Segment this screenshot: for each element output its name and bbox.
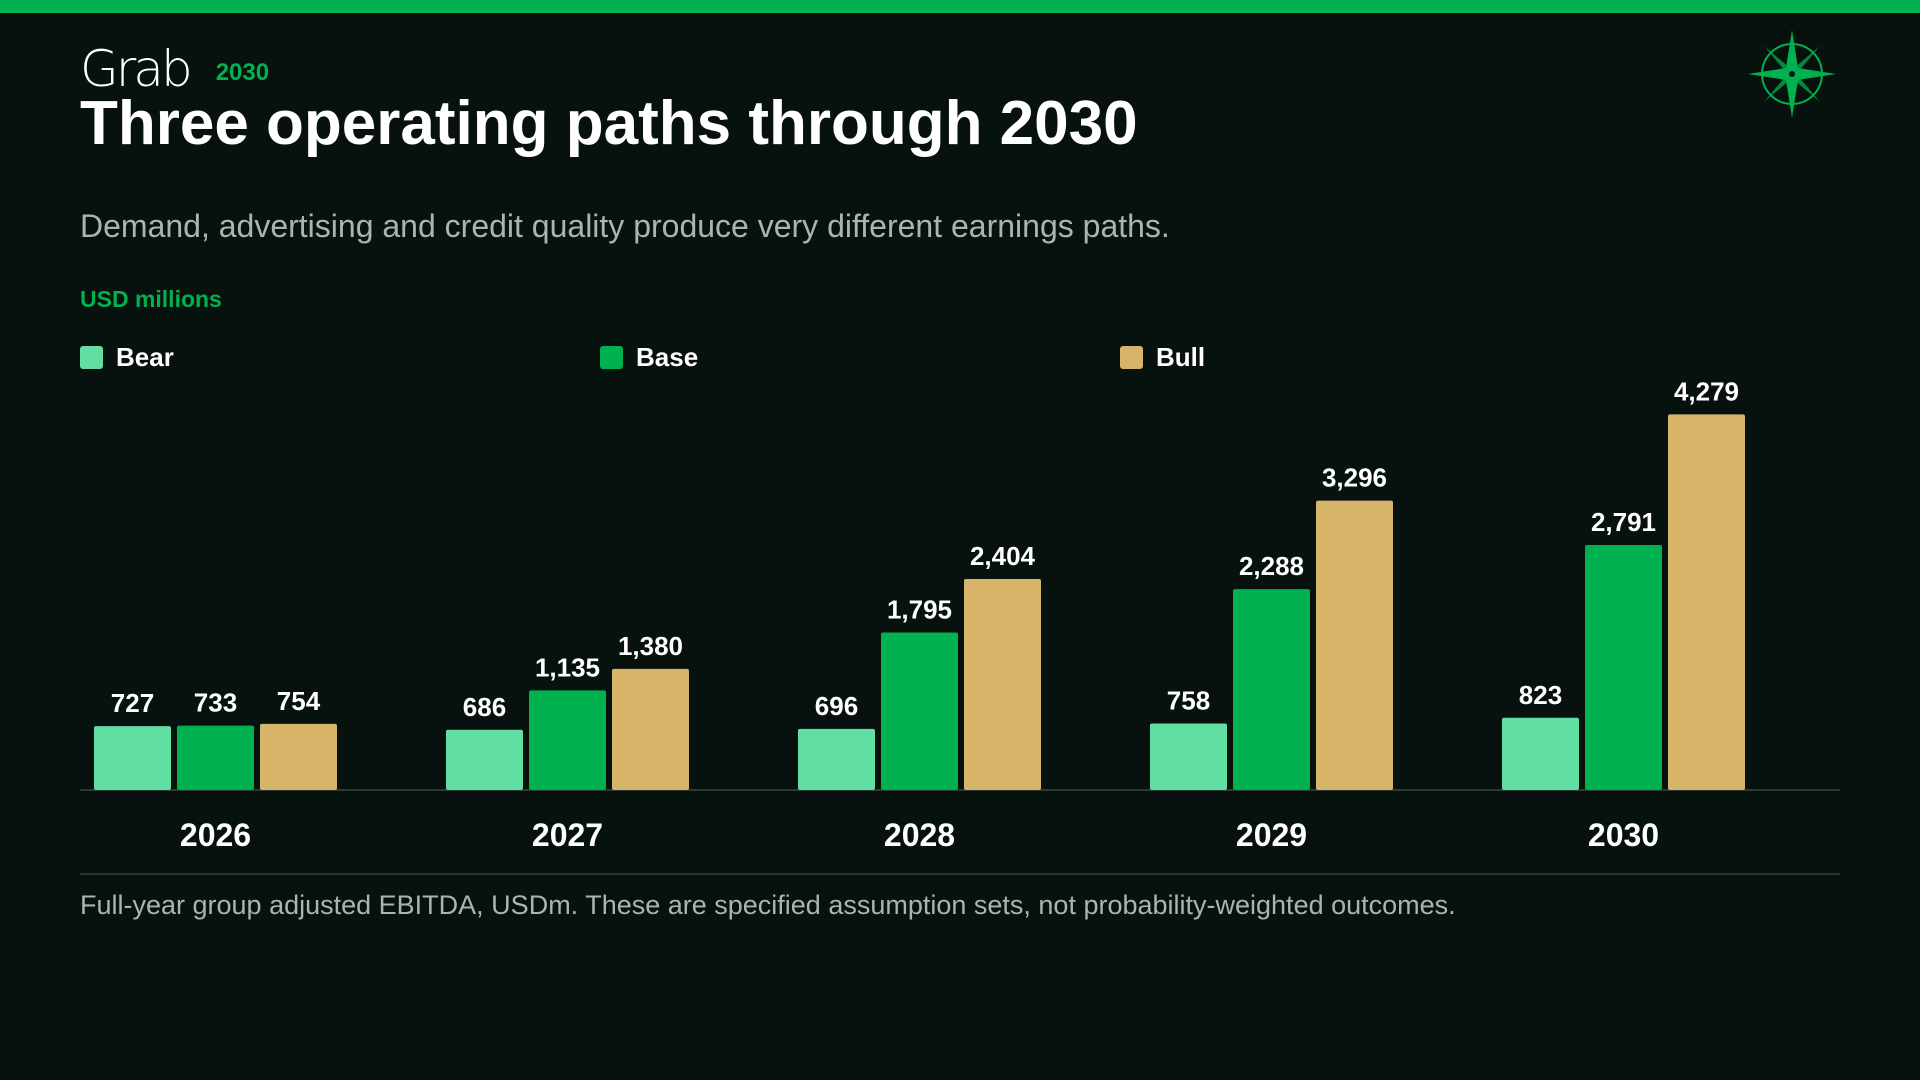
data-label-bull-2029: 3,296 [1322, 463, 1387, 493]
data-label-base-2029: 2,288 [1239, 551, 1304, 581]
x-tick-label-2026: 2026 [180, 817, 251, 853]
legend-swatch-bear [80, 346, 103, 369]
year-tag: 2030 [215, 59, 270, 86]
bar-base-2030 [1585, 545, 1662, 790]
x-tick-label-2027: 2027 [532, 817, 603, 853]
legend-item-bear: Bear [80, 342, 174, 373]
legend-item-bull: Bull [1120, 342, 1205, 373]
bar-base-2026 [177, 725, 254, 790]
bar-bear-2028 [798, 728, 875, 790]
bar-bull-2026 [260, 723, 337, 790]
bar-base-2029 [1233, 589, 1310, 790]
bar-bear-2027 [446, 729, 523, 790]
bar-bull-2028 [964, 578, 1041, 790]
legend-label-base: Base [636, 342, 699, 372]
data-label-bear-2029: 758 [1167, 685, 1210, 715]
bar-bear-2029 [1150, 723, 1227, 790]
x-tick-label-2028: 2028 [884, 817, 955, 853]
data-label-base-2027: 1,135 [535, 652, 600, 682]
footnote-divider [80, 873, 1840, 875]
legend-label-bear: Bear [116, 342, 174, 372]
data-label-base-2028: 1,795 [887, 594, 952, 624]
data-label-bull-2028: 2,404 [970, 541, 1036, 571]
bar-base-2028 [881, 632, 958, 790]
bar-bear-2030 [1502, 717, 1579, 790]
data-label-base-2030: 2,791 [1591, 507, 1656, 537]
legend-label-bull: Bull [1156, 342, 1206, 372]
x-tick-label-2029: 2029 [1236, 817, 1307, 853]
data-label-bull-2030: 4,279 [1674, 380, 1739, 406]
data-label-bull-2026: 754 [277, 686, 321, 716]
page-title: Three operating paths through 2030 [80, 89, 1138, 158]
compass-rose-icon [1748, 30, 1836, 118]
bar-bear-2026 [94, 726, 171, 790]
page-subtitle: Demand, advertising and credit quality p… [80, 208, 1170, 244]
ebitda-bar-chart: 727 733 754 2026 686 1,135 1,380 2027 696 1,795 2,… [80, 380, 1840, 853]
data-label-bear-2030: 823 [1519, 680, 1562, 710]
data-label-base-2026: 733 [194, 688, 237, 718]
unit-label: USD millions [80, 286, 222, 312]
bar-bull-2029 [1316, 500, 1393, 790]
data-label-bear-2026: 727 [111, 688, 154, 718]
x-tick-label-2030: 2030 [1588, 817, 1659, 853]
bar-bull-2030 [1668, 414, 1745, 790]
data-label-bull-2027: 1,380 [618, 631, 683, 661]
legend-item-base: Base [600, 342, 698, 373]
legend-swatch-base [600, 346, 623, 369]
legend-swatch-bull [1120, 346, 1143, 369]
bar-bull-2027 [612, 668, 689, 790]
grab-logo: Grab [80, 40, 193, 98]
footnote: Full-year group adjusted EBITDA, USDm. T… [80, 890, 1456, 920]
brand-header: Grab 2030 [80, 44, 269, 94]
data-label-bear-2027: 686 [463, 692, 506, 722]
bar-base-2027 [529, 690, 606, 790]
data-label-bear-2028: 696 [815, 691, 858, 721]
top-accent-bar [0, 0, 1920, 13]
chart-legend: Bear Base Bull [0, 342, 1920, 372]
